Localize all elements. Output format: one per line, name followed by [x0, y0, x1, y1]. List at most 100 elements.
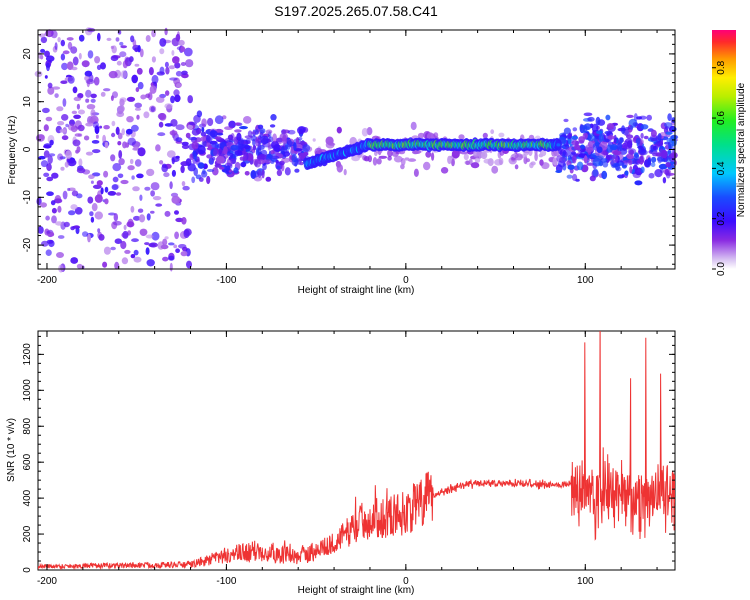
- spectrogram-cell: [654, 169, 663, 178]
- spectrogram-cell: [107, 191, 117, 196]
- spectrogram-cell: [188, 121, 198, 126]
- spectrogram-cell: [244, 171, 250, 176]
- spectrogram-cell: [265, 176, 272, 182]
- spectrogram-cell: [103, 88, 111, 92]
- spectrogram-cell: [76, 263, 83, 269]
- spectrogram-cell: [120, 45, 127, 49]
- spectrogram-cell: [131, 124, 139, 132]
- spectrogram-cell: [671, 117, 676, 124]
- spectrogram-cell: [602, 161, 609, 168]
- spectrogram-cell: [155, 96, 165, 103]
- spectrogram-cell: [173, 244, 178, 249]
- spectrogram-cell: [207, 144, 213, 151]
- spectrogram-cell: [601, 170, 608, 180]
- spectrogram-cell: [623, 143, 633, 150]
- spectrogram-cell: [400, 158, 406, 166]
- spectrogram-cell: [51, 86, 61, 90]
- spectrogram-cell: [100, 62, 106, 70]
- spectrogram-cell: [407, 158, 417, 162]
- spectrogram-cell: [175, 248, 181, 253]
- spectrogram-cell: [267, 142, 271, 151]
- spectrogram-cell: [76, 103, 80, 110]
- spectrogram-cell: [570, 150, 576, 155]
- spectrogram-cell: [111, 132, 116, 138]
- spectrogram-cell: [42, 107, 50, 114]
- spectrogram-cell: [144, 242, 150, 246]
- spectrogram-cell: [159, 48, 165, 55]
- spectrogram-cell: [72, 86, 78, 94]
- spectrogram-cell: [164, 236, 169, 240]
- spectrogram-cell: [61, 62, 68, 71]
- spectrogram-xtick-label: 100: [577, 275, 594, 286]
- spectrogram-cell: [264, 159, 272, 164]
- spectrogram-cell: [213, 148, 219, 157]
- spectrogram-cell: [165, 90, 170, 96]
- spectrogram-cell: [64, 161, 69, 168]
- spectrogram-cell: [624, 170, 629, 176]
- spectrogram-cell: [54, 93, 59, 98]
- spectrogram-cell: [523, 151, 529, 156]
- spectrogram-cell: [463, 153, 469, 161]
- spectrogram-cell: [667, 113, 672, 121]
- spectrogram-cell: [181, 181, 186, 187]
- spectrogram-cell: [131, 74, 138, 84]
- spectrogram-cell: [665, 131, 673, 135]
- spectrogram-cell: [120, 179, 129, 185]
- spectrogram-cell: [612, 154, 618, 163]
- spectrogram-cell: [50, 30, 58, 39]
- spectrogram-cell: [626, 114, 634, 118]
- spectrogram-cell: [77, 133, 83, 137]
- spectrogram-cell: [68, 210, 76, 216]
- spectrogram-cell: [287, 129, 296, 135]
- spectrogram-cell: [650, 162, 656, 168]
- spectrogram-cell: [163, 172, 170, 178]
- spectrogram-cell: [258, 144, 265, 150]
- spectrogram-cell: [423, 161, 431, 171]
- spectrogram-cell: [180, 251, 188, 257]
- spectrogram-cell: [76, 146, 81, 153]
- spectrogram-cell: [67, 187, 71, 192]
- spectrogram-cell: [45, 249, 52, 256]
- spectrogram-cell: [372, 157, 378, 166]
- spectrogram-cell: [302, 144, 311, 152]
- spectrogram-cell: [119, 97, 127, 103]
- spectrogram-cell: [606, 144, 613, 153]
- spectrogram-cell: [74, 207, 83, 215]
- spectrogram-cell: [67, 159, 77, 167]
- spectrogram-cell: [133, 215, 141, 221]
- spectrogram-cell: [646, 114, 652, 121]
- spectrogram-cell: [70, 46, 78, 54]
- spectrogram-cell: [73, 114, 81, 120]
- spectrogram-cell: [431, 152, 435, 161]
- spectrogram-cell: [183, 47, 193, 57]
- spectrogram-cell: [73, 225, 80, 229]
- spectrogram-cell: [83, 135, 90, 141]
- spectrogram-cell: [92, 149, 101, 154]
- spectrogram-cell: [523, 156, 528, 165]
- spectrogram-cell: [400, 164, 405, 170]
- spectrogram-cell: [130, 35, 135, 43]
- spectrogram-cell: [670, 152, 678, 159]
- spectrogram-cell: [120, 70, 127, 79]
- spectrogram-cell: [185, 59, 194, 68]
- spectrogram-cell: [614, 162, 621, 171]
- spectrogram-cell: [85, 89, 92, 98]
- spectrogram-cell: [539, 159, 544, 166]
- spectrogram-cell: [234, 150, 243, 156]
- spectrogram-cell: [71, 66, 78, 71]
- spectrogram-cell: [84, 75, 89, 81]
- spectrogram-cell: [90, 109, 96, 118]
- spectrogram-cell: [514, 164, 519, 170]
- spectrogram-cell: [218, 147, 223, 155]
- spectrogram-cell: [567, 133, 572, 139]
- spectrogram-cell: [170, 95, 175, 104]
- spectrogram-cell: [60, 166, 65, 171]
- spectrogram-cell: [565, 146, 570, 151]
- spectrogram-ytick-label: -10: [22, 190, 33, 205]
- spectrogram-cell: [149, 85, 157, 94]
- spectrogram-cell: [187, 163, 196, 172]
- spectrogram-cell: [155, 144, 161, 152]
- spectrogram-cell: [150, 210, 155, 214]
- spectrogram-cell: [40, 36, 48, 44]
